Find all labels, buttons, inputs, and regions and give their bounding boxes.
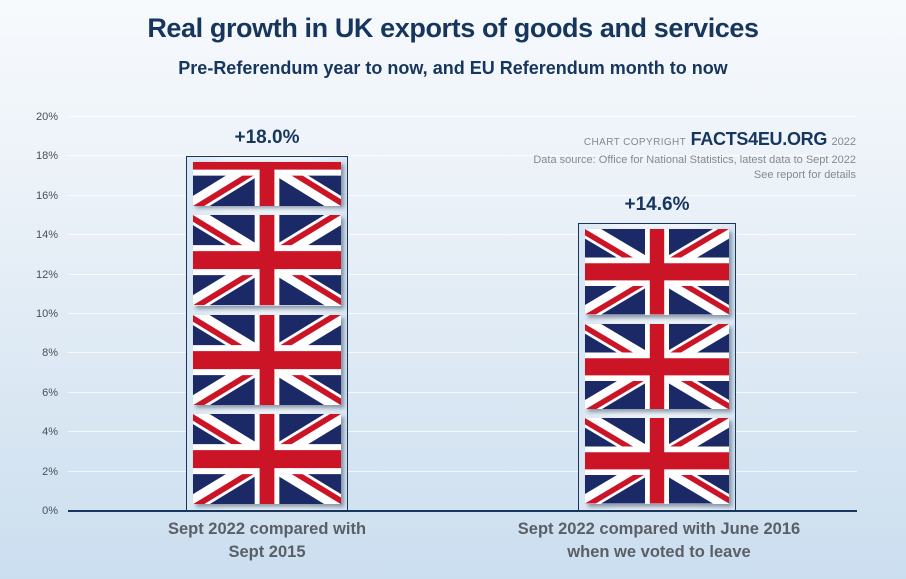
y-tick-label: 8% <box>42 347 58 360</box>
gridline <box>68 470 857 472</box>
y-tick-label: 6% <box>42 386 58 399</box>
union-jack-flag <box>193 215 341 306</box>
y-tick-label: 2% <box>42 465 58 478</box>
y-tick-label: 20% <box>35 111 58 123</box>
chart-subtitle: Pre-Referendum year to now, and EU Refer… <box>178 58 728 78</box>
y-tick-label: 18% <box>35 150 58 163</box>
union-jack-svg <box>193 215 341 306</box>
y-tick-label: 12% <box>35 268 58 281</box>
y-tick-label: 0% <box>42 505 58 517</box>
copyright-prefix: CHART COPYRIGHT <box>583 137 687 148</box>
union-jack-svg <box>193 314 341 405</box>
bar-value-label: +18.0% <box>234 127 300 149</box>
gridline <box>68 116 857 117</box>
union-jack-flag <box>193 413 341 505</box>
category-label-line: Sept 2022 compared with <box>167 520 367 538</box>
y-tick-label: 16% <box>35 189 58 202</box>
category-label-sept-2015: Sept 2022 compared with Sept 2015 <box>67 518 467 564</box>
plot-area: CHART COPYRIGHT FACTS4EU.ORG 2022 Data s… <box>68 116 857 512</box>
union-jack-svg <box>193 413 341 505</box>
copyright-line: CHART COPYRIGHT FACTS4EU.ORG 2022 <box>533 129 856 150</box>
union-jack-svg <box>585 323 729 410</box>
copyright-block: CHART COPYRIGHT FACTS4EU.ORG 2022 Data s… <box>533 129 856 183</box>
y-tick-label: 10% <box>35 308 58 320</box>
gridline <box>68 155 857 157</box>
gridline <box>68 391 857 393</box>
union-jack-svg <box>585 229 729 315</box>
bar-value-label: +14.6% <box>624 194 690 216</box>
category-label-june-2016: Sept 2022 compared with June 2016 when w… <box>459 518 859 564</box>
gridline <box>68 273 857 275</box>
chart-title: Real growth in UK exports of goods and s… <box>147 13 759 43</box>
gridline <box>68 313 857 314</box>
bar-flag-stack <box>578 223 736 511</box>
bar-flag-stack <box>186 156 348 511</box>
union-jack-svg <box>193 162 341 207</box>
union-jack-svg <box>585 418 729 504</box>
gridline <box>68 194 857 196</box>
union-jack-flag <box>585 229 729 315</box>
gridline <box>68 234 857 236</box>
copyright-brand: FACTS4EU.ORG <box>690 129 828 149</box>
category-label-line: when we voted to leave <box>567 543 751 561</box>
x-axis-line <box>68 510 857 512</box>
report-note: See report for details <box>753 169 856 181</box>
category-label-line: Sept 2022 compared with June 2016 <box>517 520 801 538</box>
y-axis-labels: 0% 2% 4% 6% 8% 10% 12% 14% 16% 18% 20% <box>0 111 60 517</box>
union-jack-flag <box>193 314 341 405</box>
y-tick-label: 4% <box>42 426 58 439</box>
y-tick-label: 14% <box>35 229 58 242</box>
union-jack-flag-clipped <box>193 162 341 207</box>
category-label-line: Sept 2015 <box>228 543 306 561</box>
gridline <box>68 431 857 433</box>
union-jack-flag <box>585 418 729 504</box>
data-source-note: Data source: Office for National Statist… <box>533 154 856 166</box>
copyright-year: 2022 <box>831 136 856 148</box>
union-jack-flag <box>585 323 729 410</box>
gridline <box>68 352 857 354</box>
